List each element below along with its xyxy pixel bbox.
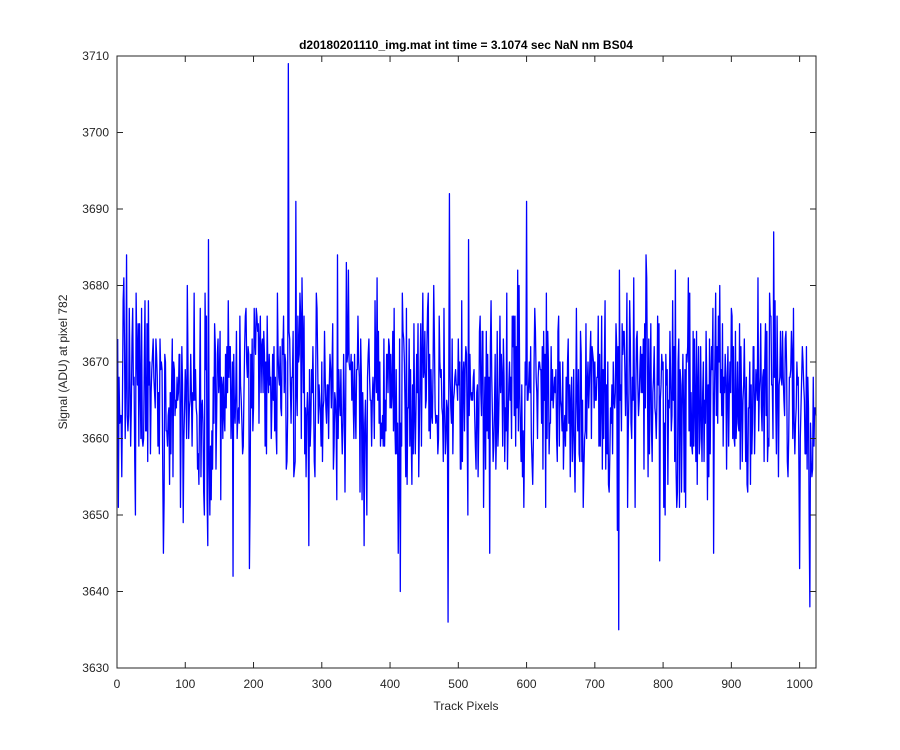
y-tick-label: 3650 (82, 508, 109, 522)
y-tick-label: 3690 (82, 202, 109, 216)
x-tick-label: 0 (114, 677, 121, 691)
axes: 0 100 200 300 400 500 600 700 800 900 1000 3630 364… (82, 49, 817, 691)
y-axis: 3630 3640 3650 3660 3670 3680 3690 3700 3710 (82, 49, 816, 675)
y-tick-label: 3680 (82, 279, 109, 293)
x-tick-label: 400 (380, 677, 400, 691)
y-axis-label: Signal (ADU) at pixel 782 (56, 294, 70, 429)
x-tick-label: 900 (721, 677, 741, 691)
x-tick-label: 1000 (786, 677, 813, 691)
x-tick-label: 700 (585, 677, 605, 691)
x-tick-label: 100 (175, 677, 195, 691)
x-tick-label: 500 (448, 677, 468, 691)
y-tick-label: 3700 (82, 126, 109, 140)
x-tick-label: 200 (244, 677, 264, 691)
series-line (117, 63, 817, 631)
y-tick-label: 3670 (82, 355, 109, 369)
x-axis-label: Track Pixels (434, 699, 499, 713)
x-tick-label: 300 (312, 677, 332, 691)
x-axis: 0 100 200 300 400 500 600 700 800 900 1000 (114, 56, 813, 691)
data-layer (117, 63, 817, 631)
y-tick-label: 3630 (82, 661, 109, 675)
y-tick-label: 3640 (82, 585, 109, 599)
x-tick-label: 800 (653, 677, 673, 691)
y-tick-label: 3710 (82, 49, 109, 63)
y-tick-label: 3660 (82, 432, 109, 446)
chart-title: d20180201110_img.mat int time = 3.1074 s… (299, 38, 633, 52)
x-tick-label: 600 (517, 677, 537, 691)
